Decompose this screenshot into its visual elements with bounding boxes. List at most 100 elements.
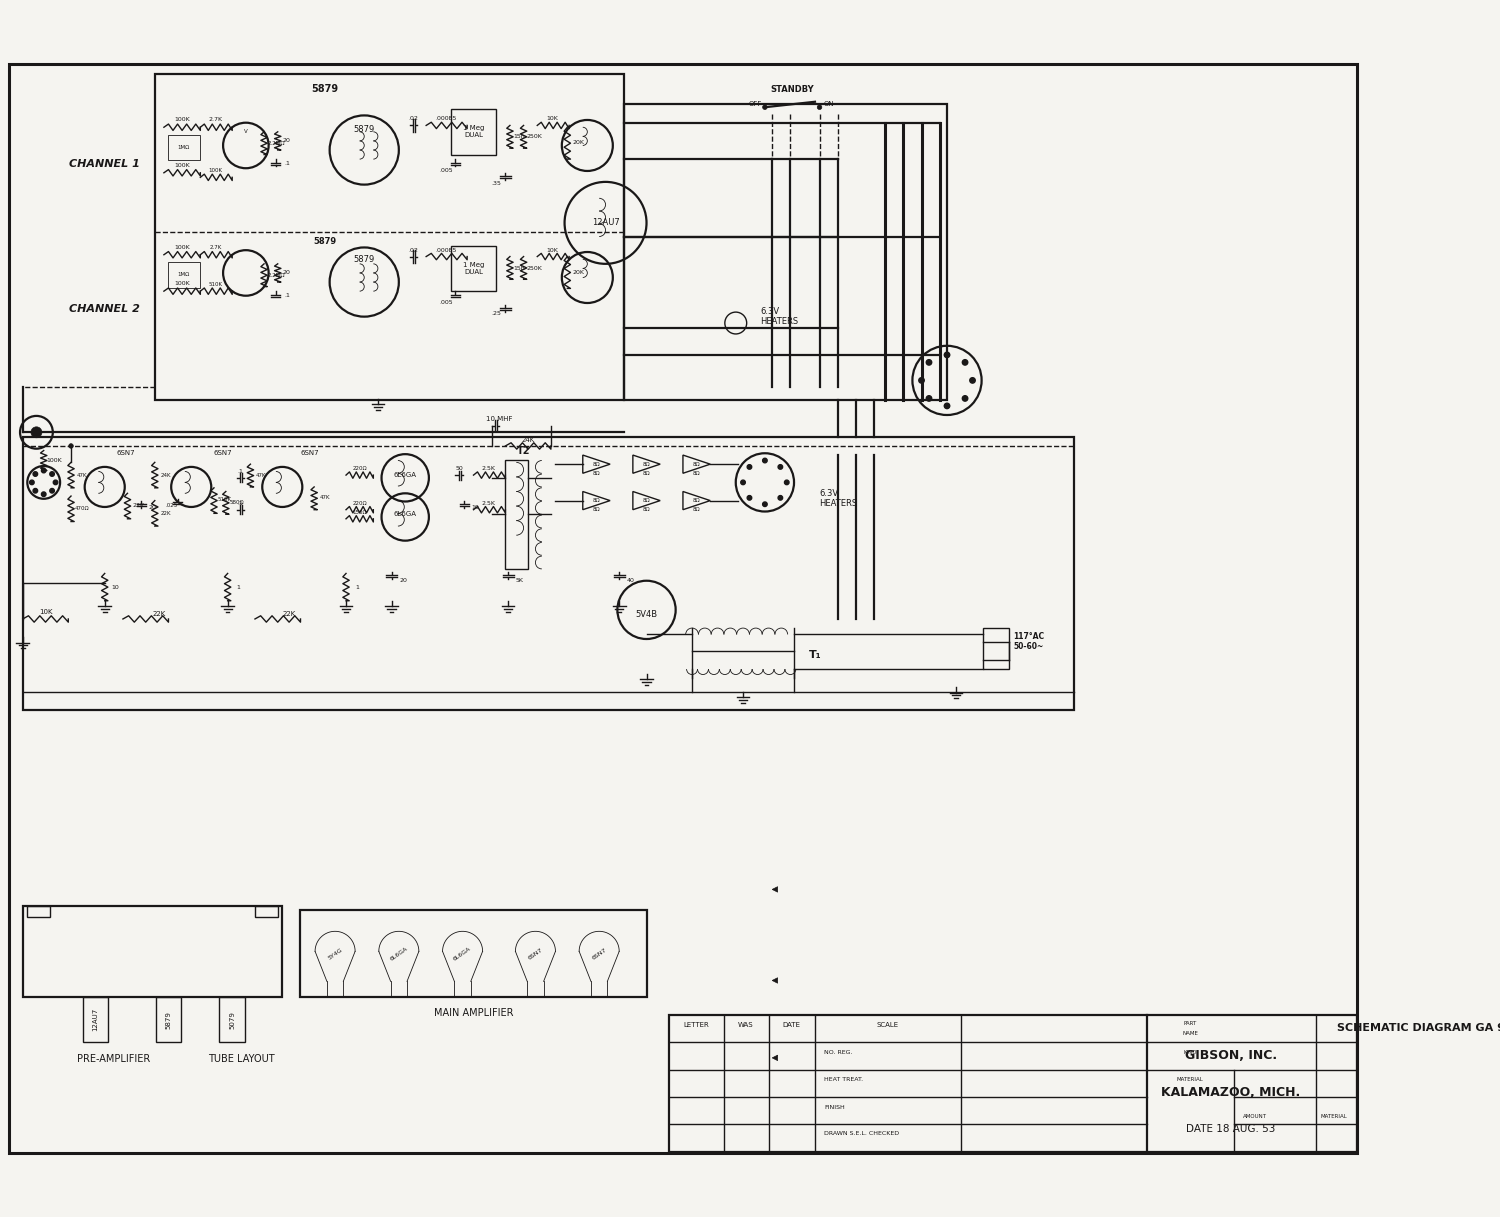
Text: 470Ω: 470Ω bbox=[75, 506, 90, 511]
Bar bbox=[154, 74, 624, 399]
Circle shape bbox=[778, 465, 783, 470]
Text: CHANNEL 1: CHANNEL 1 bbox=[69, 158, 140, 169]
Text: 10: 10 bbox=[112, 584, 120, 589]
Circle shape bbox=[778, 495, 783, 500]
Text: .25: .25 bbox=[492, 312, 501, 316]
Text: 40: 40 bbox=[627, 578, 634, 583]
Text: 510K: 510K bbox=[217, 498, 232, 503]
Text: 5879: 5879 bbox=[165, 1010, 171, 1028]
Text: 580Ω: 580Ω bbox=[230, 500, 244, 505]
Text: 10 MHF: 10 MHF bbox=[486, 416, 513, 421]
Circle shape bbox=[762, 501, 766, 506]
Bar bbox=[219, 997, 245, 1043]
Text: 100K: 100K bbox=[174, 245, 190, 249]
Circle shape bbox=[32, 427, 42, 438]
Text: 6SN7: 6SN7 bbox=[591, 947, 608, 961]
Text: DATE 18 AUG. 53: DATE 18 AUG. 53 bbox=[1186, 1125, 1276, 1134]
Text: 1 Meg
DUAL: 1 Meg DUAL bbox=[464, 125, 484, 139]
Circle shape bbox=[33, 472, 38, 476]
Text: 20: 20 bbox=[148, 505, 156, 510]
Circle shape bbox=[963, 360, 968, 365]
Circle shape bbox=[945, 352, 950, 358]
Text: 117°AC
50-60~: 117°AC 50-60~ bbox=[1014, 632, 1044, 651]
Text: 15h: 15h bbox=[513, 134, 525, 139]
Circle shape bbox=[741, 481, 746, 484]
Polygon shape bbox=[772, 887, 777, 892]
Text: SCHEMATIC DIAGRAM GA 90: SCHEMATIC DIAGRAM GA 90 bbox=[1338, 1022, 1500, 1033]
Bar bbox=[669, 1015, 1358, 1151]
Text: 22K: 22K bbox=[284, 611, 296, 617]
Text: 1 Meg
DUAL: 1 Meg DUAL bbox=[464, 262, 484, 275]
Circle shape bbox=[50, 472, 54, 476]
Text: 6.3V
HEATERS: 6.3V HEATERS bbox=[760, 307, 798, 326]
Text: 10K: 10K bbox=[548, 116, 558, 120]
Text: PRE-AMPLIFIER: PRE-AMPLIFIER bbox=[76, 1054, 150, 1064]
Text: 5Y4G: 5Y4G bbox=[327, 947, 344, 961]
Text: 8Ω: 8Ω bbox=[642, 498, 651, 503]
Text: DATE: DATE bbox=[783, 1022, 801, 1028]
Text: .02: .02 bbox=[408, 116, 419, 120]
Bar bbox=[450, 110, 497, 155]
Circle shape bbox=[784, 481, 789, 484]
Text: .005: .005 bbox=[440, 168, 453, 173]
Text: .1: .1 bbox=[284, 293, 290, 298]
Text: GIBSON, INC.: GIBSON, INC. bbox=[1185, 1049, 1276, 1061]
Text: 510K: 510K bbox=[209, 282, 224, 287]
Text: KIND: KIND bbox=[1184, 1050, 1197, 1055]
Text: 10K: 10K bbox=[548, 248, 558, 253]
Bar bbox=[300, 910, 646, 997]
Circle shape bbox=[927, 360, 932, 365]
Text: 2.2MΩ: 2.2MΩ bbox=[267, 141, 285, 146]
Text: 5K: 5K bbox=[516, 578, 524, 583]
Circle shape bbox=[747, 465, 752, 470]
Text: 5879: 5879 bbox=[312, 84, 339, 94]
Bar bbox=[450, 246, 497, 291]
Text: .000E5: .000E5 bbox=[435, 116, 457, 120]
Text: KALAMAZOO, MICH.: KALAMAZOO, MICH. bbox=[1161, 1086, 1300, 1099]
Text: 8Ω: 8Ω bbox=[592, 471, 600, 476]
Text: 6SN7: 6SN7 bbox=[214, 450, 232, 456]
Circle shape bbox=[33, 488, 38, 493]
Bar bbox=[168, 262, 201, 287]
Text: T2: T2 bbox=[518, 445, 531, 455]
Text: T₁: T₁ bbox=[808, 650, 822, 661]
Text: 20: 20 bbox=[284, 270, 291, 275]
Text: 47K: 47K bbox=[256, 472, 267, 477]
Bar bbox=[82, 997, 108, 1043]
Text: 250K: 250K bbox=[526, 134, 543, 139]
Text: 8Ω: 8Ω bbox=[693, 507, 700, 512]
Text: V: V bbox=[244, 129, 248, 134]
Text: 20: 20 bbox=[284, 139, 291, 144]
Text: SCALE: SCALE bbox=[878, 1022, 898, 1028]
Text: ON: ON bbox=[824, 101, 834, 107]
Text: 5V4B: 5V4B bbox=[636, 610, 657, 619]
Text: 250K: 250K bbox=[526, 265, 543, 271]
Text: 22K: 22K bbox=[153, 611, 166, 617]
Text: .35: .35 bbox=[492, 181, 501, 186]
Text: 12AU7: 12AU7 bbox=[591, 218, 620, 228]
Text: STANDBY: STANDBY bbox=[771, 84, 814, 94]
Text: 2.7K: 2.7K bbox=[209, 118, 224, 123]
Text: 20K: 20K bbox=[572, 140, 584, 145]
Text: 8Ω: 8Ω bbox=[592, 461, 600, 466]
Text: 50: 50 bbox=[454, 466, 464, 471]
Circle shape bbox=[945, 403, 950, 409]
Text: 6L6GA: 6L6GA bbox=[393, 472, 417, 478]
Text: 6L6GA: 6L6GA bbox=[393, 511, 417, 517]
Bar bbox=[624, 105, 946, 400]
Text: 12AU7: 12AU7 bbox=[93, 1008, 99, 1031]
Bar bbox=[22, 905, 282, 997]
Text: 220Ω: 220Ω bbox=[352, 501, 368, 506]
Text: .005: .005 bbox=[440, 299, 453, 304]
Circle shape bbox=[920, 377, 924, 383]
Text: HEAT TREAT.: HEAT TREAT. bbox=[824, 1077, 862, 1082]
Text: OFF: OFF bbox=[748, 101, 762, 107]
Text: MAIN AMPLIFIER: MAIN AMPLIFIER bbox=[433, 1008, 513, 1019]
Bar bbox=[22, 437, 1074, 710]
Text: 1: 1 bbox=[237, 584, 240, 589]
Text: 100K: 100K bbox=[209, 168, 224, 174]
Circle shape bbox=[30, 481, 34, 484]
Text: 8Ω: 8Ω bbox=[693, 461, 700, 466]
Circle shape bbox=[762, 105, 766, 110]
Text: 5879: 5879 bbox=[354, 124, 375, 134]
